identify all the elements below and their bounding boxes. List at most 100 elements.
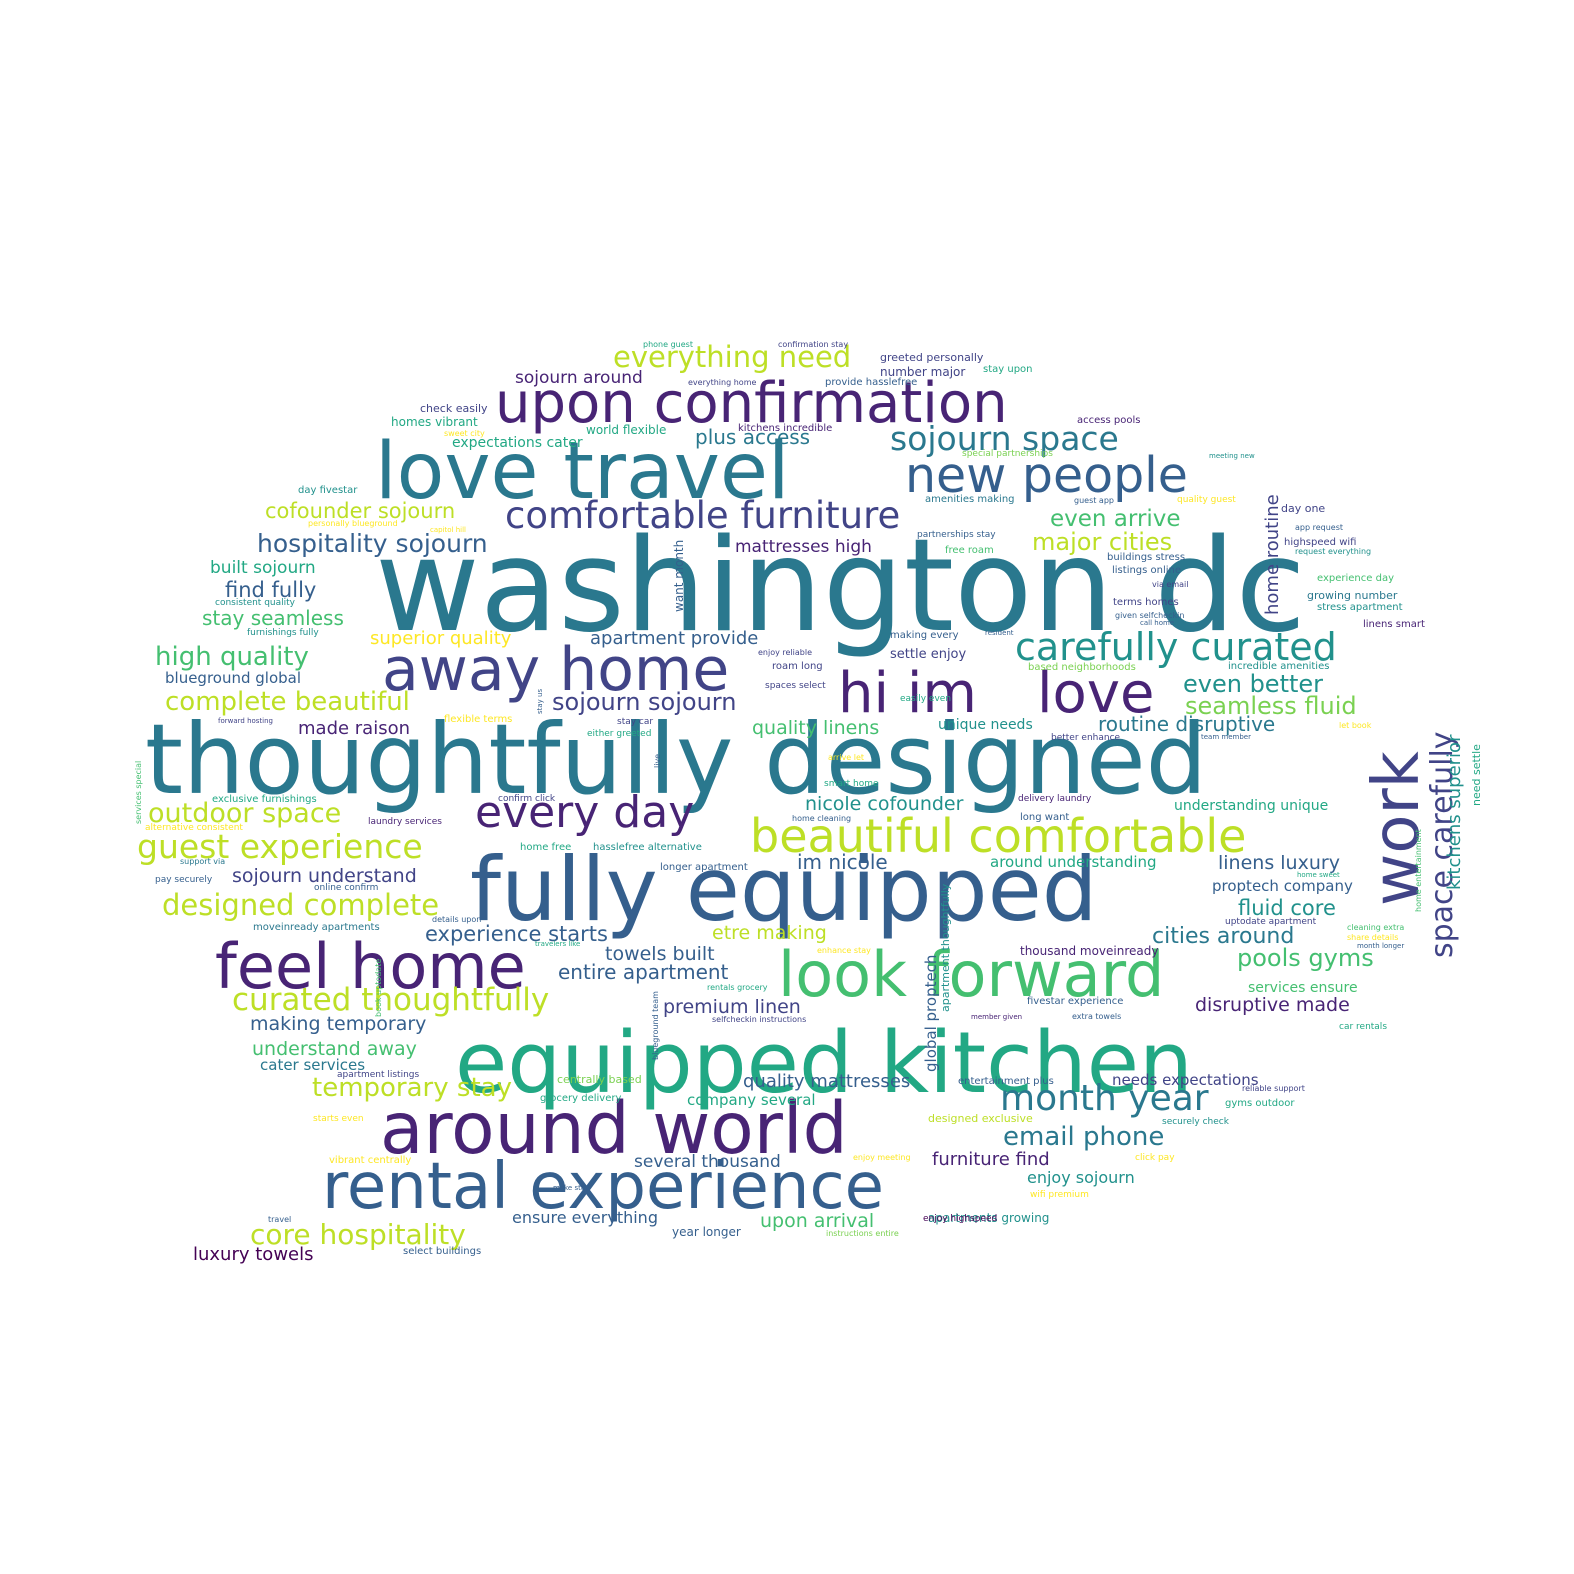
cloud-word: share details <box>1347 933 1398 942</box>
cloud-word: entire apartment <box>558 960 729 984</box>
cloud-word: starts even <box>313 1114 364 1124</box>
cloud-word: furnishings fully <box>247 628 319 638</box>
cloud-word: kitchens incredible <box>738 423 832 434</box>
cloud-word: access pools <box>1077 415 1140 426</box>
cloud-word: routine disruptive <box>1098 712 1275 736</box>
cloud-word: fully equipped <box>470 838 1098 941</box>
cloud-word: seamless fluid <box>1185 692 1357 720</box>
cloud-word: mattresses high <box>735 537 872 557</box>
cloud-word: stress apartment <box>1317 602 1403 613</box>
cloud-word: experience day <box>1317 573 1394 584</box>
cloud-word: special partnerships <box>962 449 1053 459</box>
cloud-word: settle enjoy <box>890 647 967 662</box>
cloud-word: thoughtfully designed <box>145 703 1207 816</box>
cloud-word: equipped kitchen <box>455 1014 1193 1113</box>
cloud-word: securely check <box>1162 1117 1230 1127</box>
cloud-word: either greeted <box>587 729 651 739</box>
cloud-word: work <box>1360 751 1434 906</box>
cloud-word: partnerships stay <box>917 530 996 540</box>
cloud-word: designed complete <box>162 888 439 922</box>
cloud-word: app request <box>1295 523 1343 532</box>
cloud-word: resident <box>985 629 1014 637</box>
cloud-word: entertainment plus <box>958 1076 1054 1087</box>
cloud-word: centrally based <box>557 1073 642 1086</box>
cloud-word: homes vibrant <box>391 415 478 429</box>
cloud-word: apartment listings <box>337 1070 420 1080</box>
cloud-word: making every <box>890 630 959 641</box>
cloud-word: understanding unique <box>1174 798 1328 814</box>
cloud-word: stay car <box>617 717 653 727</box>
cloud-word: feel home <box>215 930 526 1003</box>
cloud-word: making temporary <box>250 1013 426 1035</box>
cloud-word: support via <box>180 857 225 866</box>
cloud-word: longer apartment <box>660 862 748 873</box>
cloud-word: proptech company <box>1212 877 1353 895</box>
cloud-word: via email <box>1152 580 1188 589</box>
cloud-word: find fully <box>225 578 316 602</box>
cloud-word: cater services <box>260 1056 365 1074</box>
cloud-word: terms homes <box>1113 597 1179 608</box>
cloud-word: sweet city <box>444 429 485 438</box>
cloud-word: needs expectations <box>1112 1071 1259 1089</box>
cloud-word: home routine <box>1262 494 1283 615</box>
cloud-word: vibrant centrally <box>329 1155 411 1166</box>
cloud-word: upon confirmation <box>495 371 1008 436</box>
cloud-word: travelers like <box>535 940 580 948</box>
cloud-word: delivery laundry <box>1018 794 1092 804</box>
cloud-word: laundry services <box>368 817 442 827</box>
cloud-word: luxury towels <box>193 1244 314 1265</box>
cloud-word: upon arrival <box>760 1210 874 1232</box>
cloud-word: travel <box>268 1215 291 1224</box>
cloud-word: personally blueground <box>308 519 398 528</box>
cloud-word: around understanding <box>990 853 1157 871</box>
cloud-word: temporary stay <box>312 1073 512 1103</box>
cloud-word: click pay <box>1135 1153 1175 1163</box>
cloud-word: washington dc <box>375 512 1306 661</box>
cloud-word: expectations cater <box>452 435 583 451</box>
cloud-word: major cities <box>1032 528 1172 556</box>
cloud-word: etre making <box>712 922 827 944</box>
cloud-word: smart home <box>824 779 879 789</box>
cloud-word: disruptive made <box>1195 994 1350 1016</box>
cloud-word: blueground team <box>651 991 660 1060</box>
cloud-word: space carefully <box>1425 731 1460 958</box>
cloud-word: meeting new <box>1209 452 1255 460</box>
cloud-word: free roam <box>945 545 994 556</box>
cloud-word: hasslefree alternative <box>593 842 702 853</box>
cloud-word: apartment provide <box>590 628 758 649</box>
cloud-word: long want <box>1020 812 1069 823</box>
cloud-word: make stay <box>553 1184 589 1192</box>
cloud-word: spaces select <box>765 681 826 691</box>
cloud-word: hospitality sojourn <box>257 529 488 558</box>
cloud-word: online confirm <box>314 883 378 893</box>
cloud-word: around world <box>380 1087 848 1170</box>
cloud-word: superior quality <box>370 628 512 649</box>
cloud-word: buildings stress <box>1107 552 1185 563</box>
cloud-word: grocery delivery <box>540 1093 621 1104</box>
cloud-word: carefully curated <box>1015 625 1337 669</box>
cloud-word: apartments growing <box>928 1211 1049 1225</box>
cloud-word: core hospitality <box>250 1218 466 1251</box>
cloud-word: company several <box>687 1091 816 1109</box>
cloud-word: day fivestar <box>298 485 358 496</box>
cloud-word: home entertainment <box>1414 829 1423 912</box>
cloud-word: built sojourn <box>210 558 316 578</box>
cloud-word: cities around <box>1152 924 1294 949</box>
cloud-word: fivestar experience <box>1027 996 1123 1007</box>
cloud-word: towels built <box>605 943 715 965</box>
cloud-word: cleaning extra <box>1347 923 1404 932</box>
cloud-word: everything need <box>613 340 851 374</box>
cloud-word: linens luxury <box>1218 852 1340 874</box>
cloud-word: curated thoughtfully <box>232 982 549 1018</box>
cloud-word: im nicole <box>797 850 888 874</box>
cloud-word: roam long <box>772 661 823 672</box>
cloud-word: home free <box>520 842 571 853</box>
cloud-word: capitol hill <box>430 526 466 534</box>
cloud-word: day one <box>1281 502 1325 515</box>
cloud-word: enjoy reliable <box>758 648 812 657</box>
cloud-word: designed exclusive <box>928 1112 1033 1125</box>
cloud-word: book uptodate <box>374 959 383 1017</box>
cloud-word: forward hosting <box>218 717 273 725</box>
cloud-word: based neighborhoods <box>1028 662 1136 673</box>
cloud-word: guest experience <box>137 827 423 866</box>
